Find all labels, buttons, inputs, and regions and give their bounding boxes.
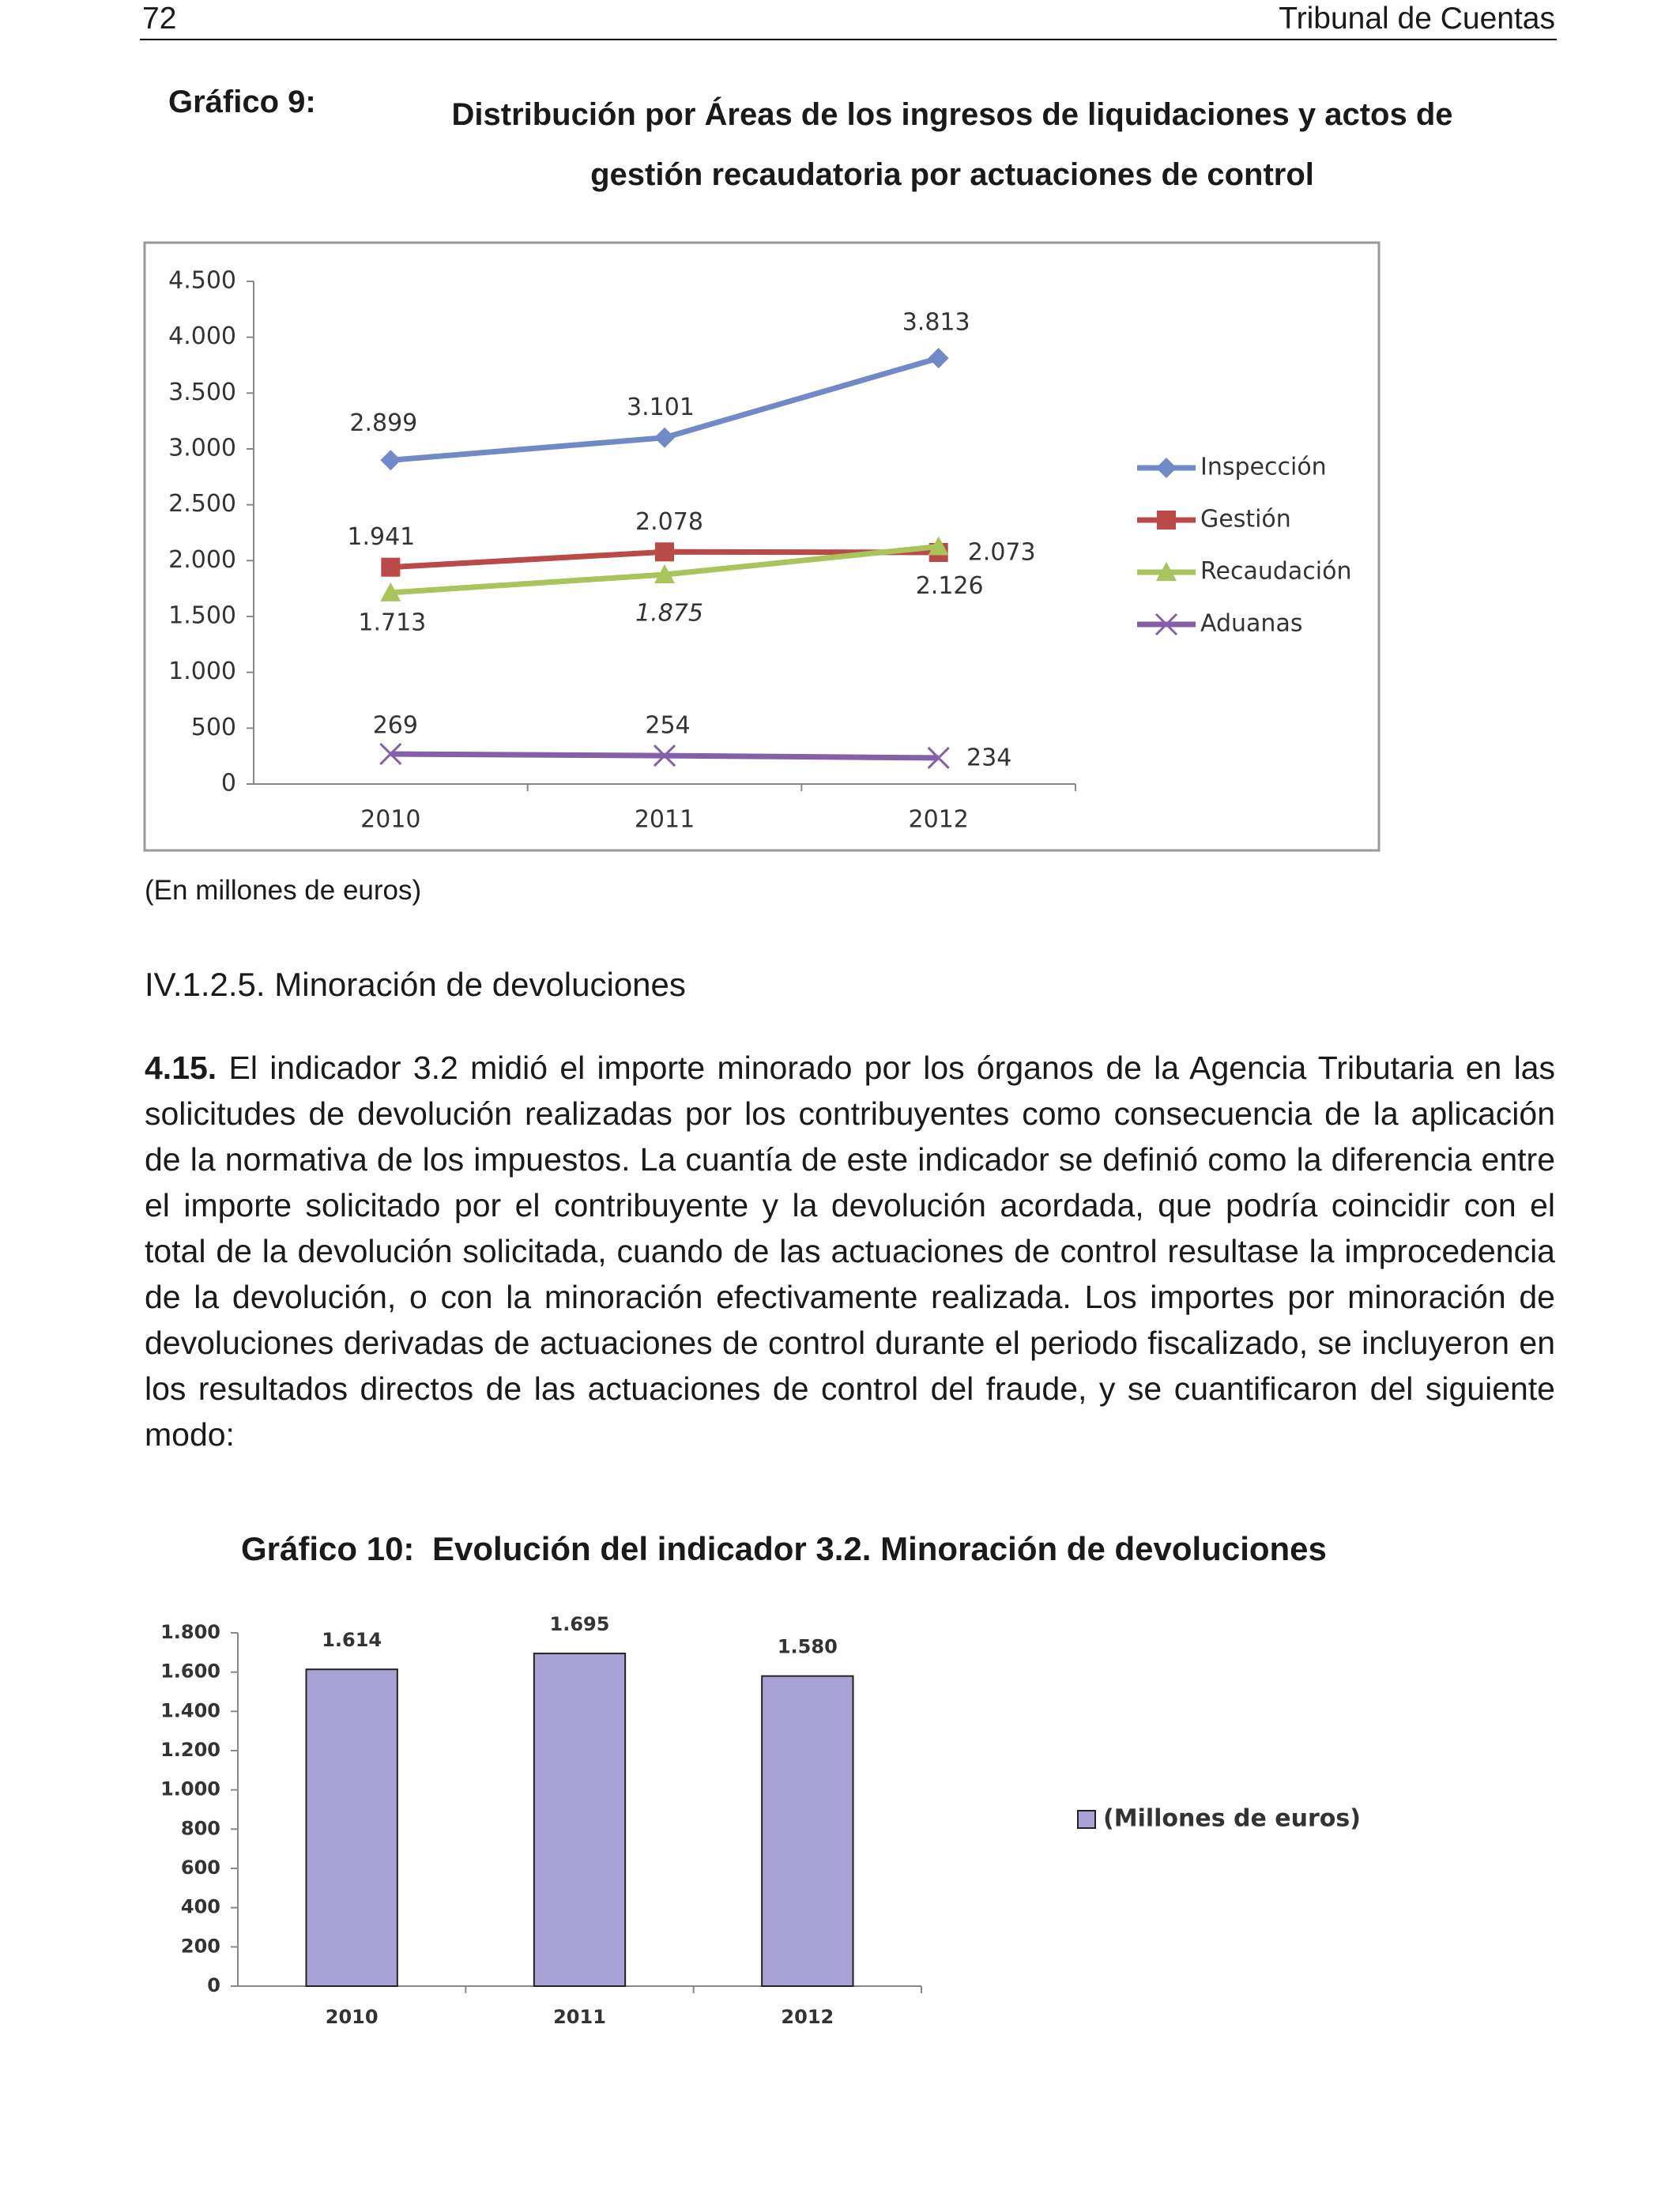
y-tick-label: 1.400 bbox=[160, 1699, 220, 1721]
figure-label: Gráfico 10: bbox=[241, 1530, 415, 1567]
marker bbox=[928, 536, 949, 556]
marker bbox=[655, 542, 674, 562]
marker bbox=[654, 427, 675, 448]
legend-marker bbox=[1155, 613, 1178, 636]
bar bbox=[305, 1668, 398, 1987]
x-tick-label: 2012 bbox=[781, 2006, 834, 2028]
y-tick-label: 3.500 bbox=[168, 379, 236, 406]
marker bbox=[927, 746, 950, 769]
y-tick-label: 0 bbox=[221, 770, 236, 797]
x-tick-label: 2011 bbox=[553, 2006, 606, 2028]
legend-marker bbox=[1156, 562, 1177, 581]
data-label: 2.073 bbox=[968, 539, 1036, 567]
data-label: 234 bbox=[966, 744, 1011, 771]
marker bbox=[380, 450, 401, 471]
figure-title: Evolución del indicador 3.2. Minoración … bbox=[432, 1530, 1327, 1567]
y-tick-label: 1.000 bbox=[160, 1778, 220, 1800]
y-tick-label: 1.600 bbox=[160, 1661, 220, 1683]
bar bbox=[761, 1675, 854, 1987]
legend-label: (Millones de euros) bbox=[1103, 1805, 1361, 1833]
y-tick-label: 1.200 bbox=[160, 1739, 220, 1761]
x-tick-label: 2012 bbox=[908, 806, 968, 834]
legend-marker bbox=[1157, 511, 1176, 530]
legend-marker bbox=[1156, 458, 1177, 478]
legend-label: Gestión bbox=[1200, 506, 1291, 533]
data-label: 1.941 bbox=[347, 523, 415, 551]
y-tick-label: 500 bbox=[191, 714, 236, 741]
data-label: 2.126 bbox=[916, 572, 984, 600]
section-heading: IV.1.2.5. Minoración de devoluciones bbox=[145, 966, 686, 1003]
y-tick-label: 400 bbox=[181, 1896, 220, 1918]
figure-label: Gráfico 9: bbox=[168, 85, 316, 119]
bar bbox=[533, 1653, 627, 1987]
y-tick-label: 3.000 bbox=[168, 435, 236, 462]
legend-swatch bbox=[1077, 1810, 1096, 1829]
figure-note: (En millones de euros) bbox=[145, 875, 422, 906]
data-label: 1.695 bbox=[550, 1613, 610, 1635]
y-tick-label: 0 bbox=[207, 1974, 220, 1996]
paragraph: 4.15. El indicador 3.2 midió el importe … bbox=[145, 1045, 1555, 1457]
data-label: 1.713 bbox=[358, 609, 426, 636]
data-label: 2.899 bbox=[349, 409, 417, 437]
y-tick-label: 4.000 bbox=[168, 322, 236, 350]
paragraph-number: 4.15. bbox=[145, 1050, 217, 1086]
marker bbox=[379, 742, 402, 766]
x-tick-label: 2011 bbox=[635, 806, 695, 834]
chart-frame bbox=[143, 241, 1381, 852]
y-tick-label: 600 bbox=[181, 1857, 220, 1879]
data-label: 254 bbox=[645, 712, 690, 740]
data-label: 2.078 bbox=[635, 508, 703, 536]
figure-title: Distribución por Áreas de los ingresos d… bbox=[451, 97, 1453, 192]
data-label: 1.614 bbox=[322, 1629, 382, 1651]
data-label: 3.813 bbox=[902, 309, 970, 337]
marker bbox=[381, 557, 401, 577]
y-tick-label: 1.800 bbox=[160, 1621, 220, 1643]
publisher: Tribunal de Cuentas bbox=[1279, 2, 1555, 36]
paragraph-text: El indicador 3.2 midió el importe minora… bbox=[145, 1050, 1555, 1453]
legend-label: Recaudación bbox=[1200, 558, 1351, 586]
data-label: 1.580 bbox=[778, 1636, 838, 1658]
x-tick-label: 2010 bbox=[360, 806, 420, 834]
marker bbox=[928, 348, 949, 369]
x-tick-label: 2010 bbox=[326, 2006, 379, 2028]
legend-label: Aduanas bbox=[1200, 610, 1302, 638]
data-label: 3.101 bbox=[627, 394, 695, 421]
marker bbox=[653, 745, 676, 767]
legend-label: Inspección bbox=[1200, 454, 1327, 481]
data-label: 1.875 bbox=[635, 600, 703, 628]
y-tick-label: 2.000 bbox=[168, 546, 236, 574]
data-label: 269 bbox=[373, 711, 418, 739]
y-tick-label: 2.500 bbox=[168, 490, 236, 518]
y-tick-label: 200 bbox=[181, 1935, 220, 1957]
marker bbox=[380, 582, 401, 601]
y-tick-label: 1.500 bbox=[168, 602, 236, 630]
y-tick-label: 1.000 bbox=[168, 658, 236, 685]
y-tick-label: 4.500 bbox=[168, 267, 236, 295]
y-tick-label: 800 bbox=[181, 1817, 220, 1839]
page-number: 72 bbox=[142, 2, 177, 36]
marker bbox=[654, 564, 675, 583]
